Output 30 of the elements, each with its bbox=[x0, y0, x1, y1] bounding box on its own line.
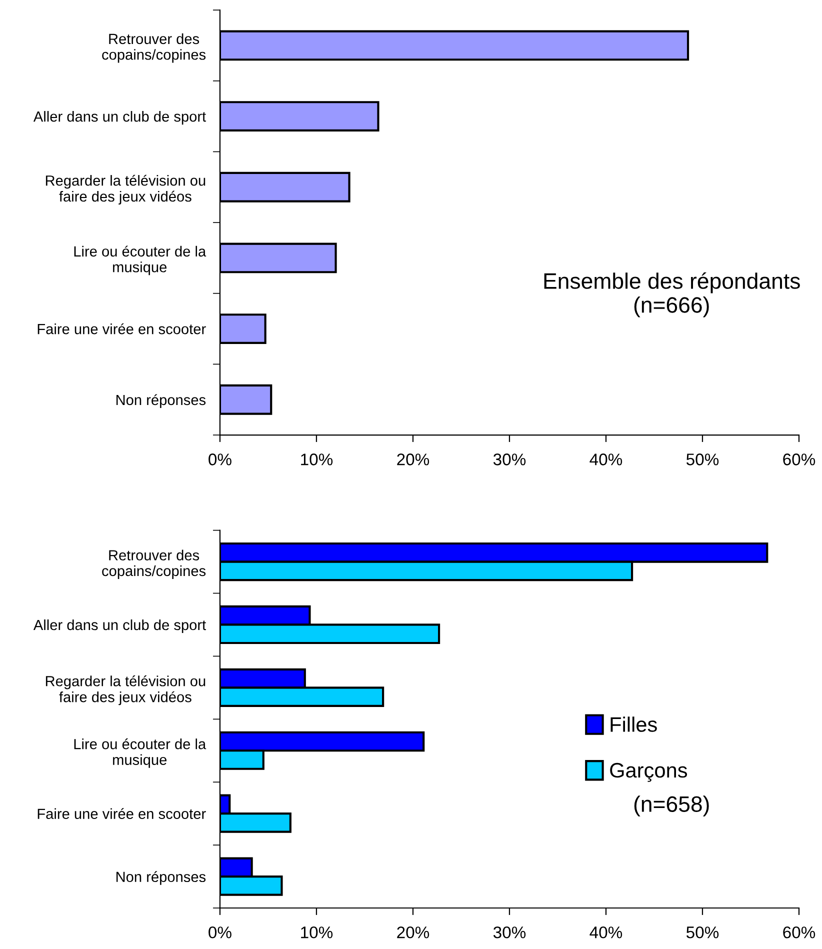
x-tick-label: 50% bbox=[686, 926, 719, 938]
x-tick-label: 0% bbox=[208, 926, 232, 938]
x-tick-label: 10% bbox=[301, 926, 333, 938]
x-tick-label: 40% bbox=[590, 454, 622, 466]
x-tick-label: 30% bbox=[493, 454, 526, 466]
y-tick-label: Lire ou écouter de la musique bbox=[74, 246, 206, 276]
x-tick-label: 40% bbox=[590, 926, 622, 938]
x-tick-label: 20% bbox=[397, 454, 430, 466]
x-tick-label: 60% bbox=[783, 926, 816, 938]
x-tick-label: 50% bbox=[686, 454, 719, 466]
annotation: (n=658) bbox=[634, 796, 709, 816]
y-tick-label: Aller dans un club de sport bbox=[33, 619, 206, 634]
y-tick-label: Non réponses bbox=[116, 394, 206, 408]
y-tick-label: Faire une virée en scooter bbox=[38, 323, 206, 334]
y-tick-label: Lire ou écouter de la musique bbox=[74, 738, 206, 768]
x-tick-label: 0% bbox=[208, 454, 232, 466]
x-tick-label: 10% bbox=[301, 454, 333, 466]
x-tick-label: 60% bbox=[783, 454, 816, 466]
legend-label: Garçons bbox=[610, 762, 688, 782]
y-tick-label: Retrouver des copains/copines bbox=[102, 550, 206, 579]
y-tick-label: Non réponses bbox=[116, 871, 206, 885]
y-tick-label: Regarder la télévision ou faire des jeux vidéos bbox=[46, 675, 206, 706]
y-tick-label: Retrouver des copains/copines bbox=[102, 33, 206, 63]
annotation: Ensemble des répondants (n=666) bbox=[544, 272, 800, 318]
y-tick-label: Regarder la télévision ou faire des jeux vidéos bbox=[46, 174, 206, 205]
x-tick-label: 20% bbox=[397, 926, 430, 938]
legend-label: Filles bbox=[610, 716, 657, 732]
y-tick-label: Faire une virée en scooter bbox=[38, 808, 206, 820]
x-tick-label: 30% bbox=[493, 926, 526, 938]
y-tick-label: Aller dans un club de sport bbox=[33, 111, 206, 125]
